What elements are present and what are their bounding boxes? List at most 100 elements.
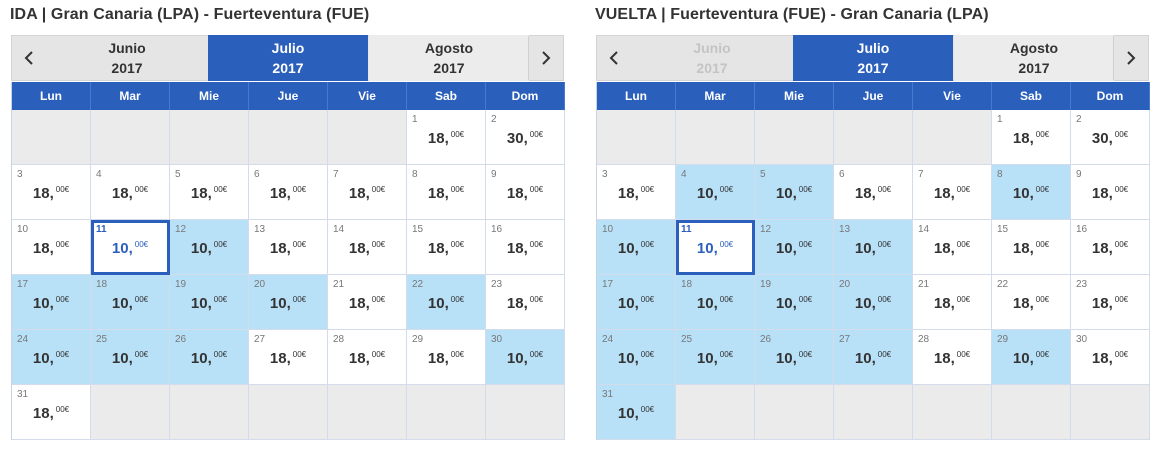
day-cell[interactable]: 20 10, 00€ [834,275,913,330]
day-cell[interactable]: 27 18, 00€ [249,330,328,385]
day-number: 2 [1076,114,1082,125]
empty-day-cell [328,110,407,165]
month-tab-julio[interactable]: Julio 2017 [793,35,953,81]
price-integer: 18, [32,240,54,257]
day-number: 7 [333,169,339,180]
day-cell[interactable]: 16 18, 00€ [486,220,565,275]
selected-day-cell[interactable]: 11 10, 00€ [91,220,170,275]
weekday-header: Jue [834,82,913,110]
empty-day-cell [755,110,834,165]
day-cell[interactable]: 31 18, 00€ [12,385,91,440]
day-cell[interactable]: 1 18, 00€ [992,110,1071,165]
weekday-header: Jue [249,82,328,110]
day-cell[interactable]: 3 18, 00€ [597,165,676,220]
day-cell[interactable]: 26 10, 00€ [755,330,834,385]
day-cell[interactable]: 8 18, 00€ [407,165,486,220]
empty-day-cell [407,385,486,440]
day-cell[interactable]: 13 10, 00€ [834,220,913,275]
day-cell[interactable]: 28 18, 00€ [328,330,407,385]
day-cell[interactable]: 1 18, 00€ [407,110,486,165]
day-cell[interactable]: 9 18, 00€ [1071,165,1150,220]
day-cell[interactable]: 9 18, 00€ [486,165,565,220]
day-price: 18, 00€ [407,240,485,257]
day-cell[interactable]: 15 18, 00€ [407,220,486,275]
month-tab-junio[interactable]: Junio 2017 [47,35,207,81]
day-cell[interactable]: 12 10, 00€ [755,220,834,275]
month-tab-junio[interactable]: Junio 2017 [632,35,792,81]
day-cell[interactable]: 19 10, 00€ [170,275,249,330]
next-month-button[interactable] [528,36,563,80]
month-navigator: Junio 2017 Julio 2017 Agosto 2017 [596,35,1149,81]
day-cell[interactable]: 24 10, 00€ [12,330,91,385]
day-cell[interactable]: 7 18, 00€ [913,165,992,220]
day-cell[interactable]: 5 18, 00€ [170,165,249,220]
day-cell[interactable]: 25 10, 00€ [91,330,170,385]
price-integer: 18, [269,350,291,367]
day-price: 10, 00€ [834,350,912,367]
day-cell[interactable]: 18 10, 00€ [676,275,755,330]
day-cell[interactable]: 16 18, 00€ [1071,220,1150,275]
empty-day-cell [676,110,755,165]
day-cell[interactable]: 26 10, 00€ [170,330,249,385]
day-cell[interactable]: 14 18, 00€ [328,220,407,275]
day-price: 18, 00€ [328,350,406,367]
day-cell[interactable]: 30 10, 00€ [486,330,565,385]
day-cell[interactable]: 4 18, 00€ [91,165,170,220]
day-cell[interactable]: 14 18, 00€ [913,220,992,275]
day-cell[interactable]: 30 18, 00€ [1071,330,1150,385]
day-cell[interactable]: 22 18, 00€ [992,275,1071,330]
empty-day-cell [91,110,170,165]
day-cell[interactable]: 22 10, 00€ [407,275,486,330]
day-cell[interactable]: 13 18, 00€ [249,220,328,275]
day-cell[interactable]: 7 18, 00€ [328,165,407,220]
day-cell[interactable]: 28 18, 00€ [913,330,992,385]
selected-day-cell[interactable]: 11 10, 00€ [676,220,755,275]
day-cell[interactable]: 4 10, 00€ [676,165,755,220]
month-tab-agosto[interactable]: Agosto 2017 [954,35,1114,81]
day-cell[interactable]: 10 10, 00€ [597,220,676,275]
day-cell[interactable]: 25 10, 00€ [676,330,755,385]
day-cell[interactable]: 8 10, 00€ [992,165,1071,220]
day-number: 11 [96,224,107,235]
price-decimals: 00€ [956,295,971,304]
day-price: 18, 00€ [249,240,327,257]
day-cell[interactable]: 10 18, 00€ [12,220,91,275]
weekday-header: Mar [91,82,170,110]
day-cell[interactable]: 20 10, 00€ [249,275,328,330]
day-cell[interactable]: 17 10, 00€ [12,275,91,330]
day-cell[interactable]: 6 18, 00€ [249,165,328,220]
day-cell[interactable]: 6 18, 00€ [834,165,913,220]
day-cell[interactable]: 29 18, 00€ [407,330,486,385]
price-decimals: 00€ [292,350,307,359]
day-cell[interactable]: 12 10, 00€ [170,220,249,275]
next-month-button[interactable] [1113,36,1148,80]
month-tab-julio[interactable]: Julio 2017 [208,35,368,81]
day-price: 18, 00€ [249,185,327,202]
day-cell[interactable]: 19 10, 00€ [755,275,834,330]
day-cell[interactable]: 15 18, 00€ [992,220,1071,275]
price-integer: 18, [348,240,370,257]
day-cell[interactable]: 5 10, 00€ [755,165,834,220]
day-cell[interactable]: 2 30, 00€ [486,110,565,165]
day-cell[interactable]: 24 10, 00€ [597,330,676,385]
day-cell[interactable]: 3 18, 00€ [12,165,91,220]
day-cell[interactable]: 21 18, 00€ [913,275,992,330]
day-cell[interactable]: 21 18, 00€ [328,275,407,330]
price-decimals: 00€ [292,240,307,249]
day-cell[interactable]: 29 10, 00€ [992,330,1071,385]
price-decimals: 00€ [1114,240,1129,249]
day-cell[interactable]: 2 30, 00€ [1071,110,1150,165]
weekday-header: Sab [992,82,1071,110]
prev-month-button[interactable] [597,36,631,80]
day-cell[interactable]: 27 10, 00€ [834,330,913,385]
day-cell[interactable]: 17 10, 00€ [597,275,676,330]
day-cell[interactable]: 23 18, 00€ [1071,275,1150,330]
day-cell[interactable]: 23 18, 00€ [486,275,565,330]
day-cell[interactable]: 31 10, 00€ [597,385,676,440]
price-integer: 18, [506,185,528,202]
day-cell[interactable]: 18 10, 00€ [91,275,170,330]
day-price: 10, 00€ [597,295,675,312]
prev-month-button[interactable] [12,36,46,80]
month-tab-agosto[interactable]: Agosto 2017 [369,35,529,81]
price-decimals: 00€ [55,295,70,304]
